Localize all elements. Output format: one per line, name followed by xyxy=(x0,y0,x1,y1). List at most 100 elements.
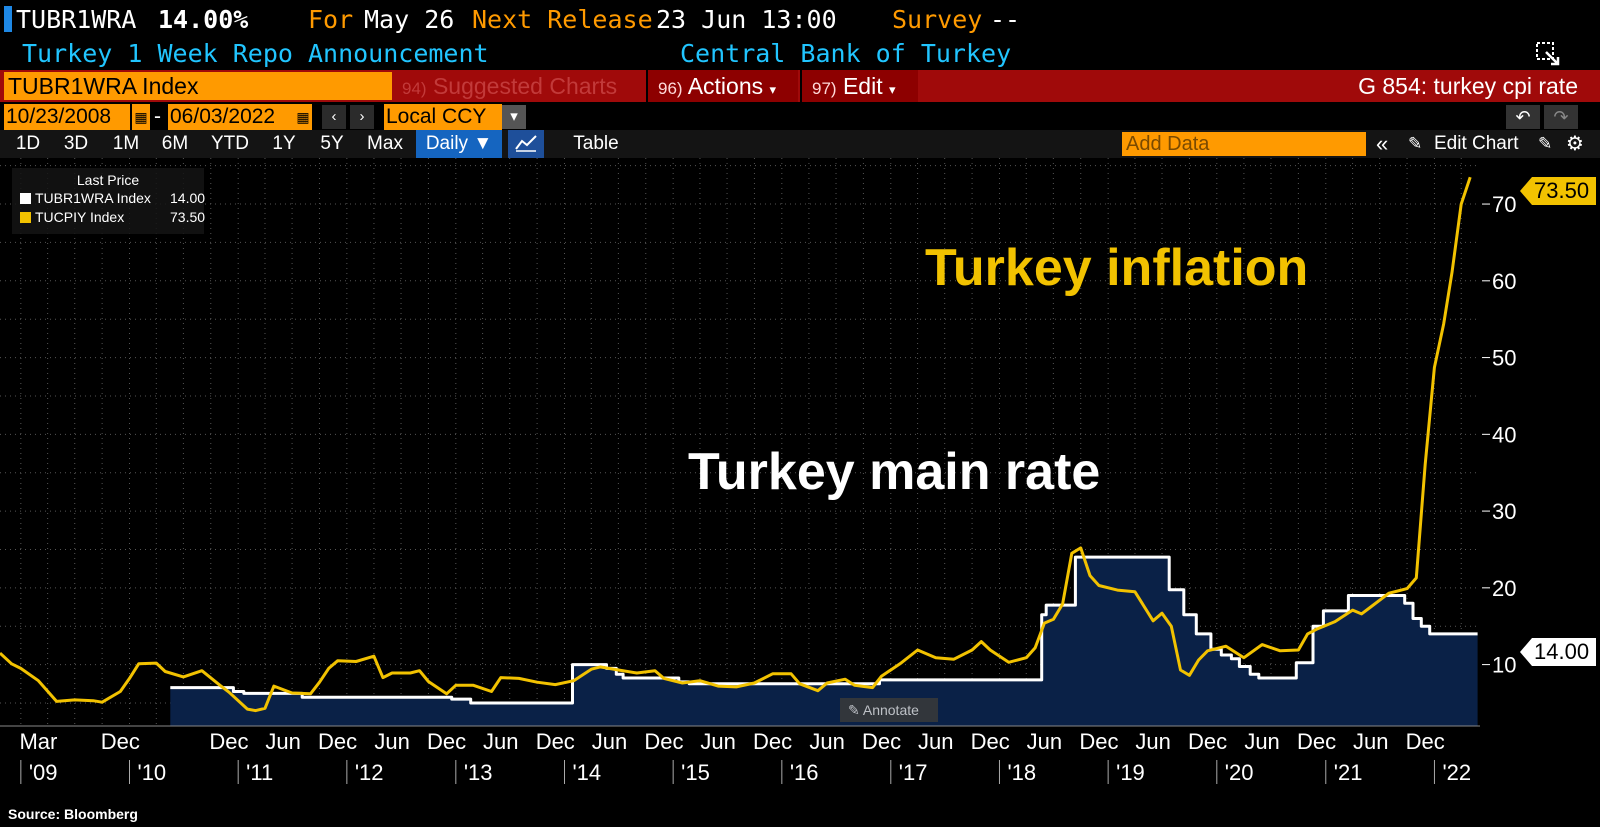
x-month-label: Jun xyxy=(592,729,627,754)
currency-select[interactable]: Local CCY xyxy=(384,104,502,130)
next-arrow-icon[interactable]: › xyxy=(350,105,374,129)
range-max[interactable]: Max xyxy=(367,133,403,154)
range-ytd[interactable]: YTD xyxy=(211,133,249,154)
x-month-label: Jun xyxy=(1244,729,1279,754)
y-tick-label: 20 xyxy=(1492,576,1516,601)
y-tick-label: 60 xyxy=(1492,269,1516,294)
edit-menu-button[interactable]: 97) Edit ▾ xyxy=(800,70,918,102)
line-chart-icon[interactable] xyxy=(508,130,544,158)
source-note: Source: Bloomberg xyxy=(8,806,138,822)
collapse-icon[interactable]: « xyxy=(1376,131,1389,156)
range-5y[interactable]: 5Y xyxy=(320,133,344,154)
series-lines xyxy=(0,176,1478,713)
edit-num: 97) xyxy=(812,79,837,98)
legend-swatch xyxy=(20,193,31,204)
calendar-icon[interactable]: ▦ xyxy=(294,104,312,130)
series-line-tubr1wra-index xyxy=(170,555,1478,705)
suggested-label: Suggested Charts xyxy=(432,73,618,99)
x-month-label: Dec xyxy=(536,729,575,754)
x-year-label: '15 xyxy=(681,760,710,785)
command-bar: TUBR1WRA Index 94) Suggested Charts 96) … xyxy=(0,70,1600,102)
last-value: 14.00% xyxy=(158,5,249,34)
x-year-label: '14 xyxy=(572,760,601,785)
end-date-input[interactable]: 06/03/2022 xyxy=(168,104,294,130)
last-value-tag-rate: 14.00 xyxy=(1520,638,1596,666)
x-month-label: Jun xyxy=(809,729,844,754)
legend-item-cpi: TUCPIY Index 73.50 xyxy=(20,209,205,225)
triangle-down-icon: ▼ xyxy=(473,133,493,154)
annotate-label: Annotate xyxy=(862,702,919,718)
annotation-inflation: Turkey inflation xyxy=(925,239,1309,297)
range-6m[interactable]: 6M xyxy=(161,133,189,154)
x-month-label: Jun xyxy=(1027,729,1062,754)
legend-value: 73.50 xyxy=(170,209,206,225)
x-month-label: Dec xyxy=(971,729,1010,754)
annotation-rate: Turkey main rate xyxy=(688,443,1101,501)
for-date: May 26 xyxy=(364,5,455,34)
x-year-label: '09 xyxy=(29,760,58,785)
date-separator: - xyxy=(154,105,161,128)
legend-swatch xyxy=(20,212,31,223)
actions-num: 96) xyxy=(658,79,683,98)
popout-icon[interactable] xyxy=(1534,40,1562,68)
x-month-label: Jun xyxy=(483,729,518,754)
suggested-charts-button[interactable]: 94) Suggested Charts xyxy=(402,72,642,100)
chevron-down-icon: ▾ xyxy=(769,82,777,97)
undo-icon[interactable]: ↶ xyxy=(1506,105,1540,129)
x-month-label: Dec xyxy=(1406,729,1445,754)
x-year-label: '19 xyxy=(1116,760,1145,785)
source-org: Central Bank of Turkey xyxy=(680,39,1012,68)
x-year-label: '11 xyxy=(246,760,273,785)
x-year-label: '20 xyxy=(1225,760,1254,785)
table-button[interactable]: Table xyxy=(573,133,619,154)
x-year-label: '10 xyxy=(138,760,167,785)
redo-icon[interactable]: ↷ xyxy=(1544,105,1578,129)
x-month-label: Jun xyxy=(265,729,300,754)
x-month-label: Jun xyxy=(374,729,409,754)
survey-value: -- xyxy=(990,5,1021,34)
edit-icon[interactable]: ✎ xyxy=(1538,134,1553,153)
security-header: TUBR1WRA 14.00% For May 26 Next Release … xyxy=(0,0,1600,38)
date-range-bar: 10/23/2008 ▦ - 06/03/2022 ▦ ‹ › Local CC… xyxy=(0,104,1600,130)
x-year-label: '13 xyxy=(464,760,493,785)
x-month-label: Dec xyxy=(1297,729,1336,754)
legend: Last Price TUBR1WRA Index 14.00 TUCPIY I… xyxy=(12,168,205,234)
x-month-label: Dec xyxy=(862,729,901,754)
calendar-icon[interactable]: ▦ xyxy=(132,104,150,130)
frequency-select[interactable]: Daily ▼ xyxy=(416,130,502,158)
chevron-down-icon: ▾ xyxy=(889,82,896,97)
range-1y[interactable]: 1Y xyxy=(272,133,296,154)
security-field[interactable]: TUBR1WRA Index xyxy=(4,72,392,100)
next-release-value: 23 Jun 13:00 xyxy=(656,5,837,34)
x-year-label: '21 xyxy=(1334,760,1363,785)
annotate-button[interactable]: ✎ Annotate xyxy=(840,698,938,722)
x-month-label: Dec xyxy=(1188,729,1227,754)
y-tick-label: 10 xyxy=(1492,653,1516,678)
chart-area[interactable]: 10 20 30 40 50 60 70 Mar Dec Dec Jun Dec Jun Dec Jun De… xyxy=(0,158,1600,806)
actions-label: Actions xyxy=(687,73,764,99)
prev-arrow-icon[interactable]: ‹ xyxy=(322,105,346,129)
rate-area-fill xyxy=(170,557,1478,726)
x-year-label: '22 xyxy=(1442,760,1471,785)
chevron-down-icon[interactable]: ▾ xyxy=(502,105,526,129)
range-3d[interactable]: 3D xyxy=(63,133,89,154)
actions-menu-button[interactable]: 96) Actions ▾ xyxy=(646,70,798,102)
last-value-tag-cpi: 73.50 xyxy=(1520,177,1596,205)
ticker-marker xyxy=(4,6,12,32)
gear-icon[interactable]: ⚙ xyxy=(1566,133,1584,155)
edit-chart-button[interactable]: Edit Chart xyxy=(1434,133,1519,154)
range-1d[interactable]: 1D xyxy=(15,133,41,154)
y-tick-label: 50 xyxy=(1492,346,1516,371)
survey-label: Survey xyxy=(892,5,983,34)
pencil-icon: ✎ xyxy=(1408,134,1423,153)
x-month-label: Jun xyxy=(1353,729,1388,754)
next-release-label: Next Release xyxy=(472,5,653,34)
range-1m[interactable]: 1M xyxy=(112,133,140,154)
add-data-input[interactable]: Add Data xyxy=(1122,132,1366,156)
start-date-input[interactable]: 10/23/2008 xyxy=(4,104,130,130)
x-month-label: Jun xyxy=(918,729,953,754)
edit-label: Edit xyxy=(842,73,883,99)
x-month-label: Dec xyxy=(209,729,248,754)
pencil-icon: ✎ xyxy=(848,702,860,718)
x-month-label: Jun xyxy=(700,729,735,754)
